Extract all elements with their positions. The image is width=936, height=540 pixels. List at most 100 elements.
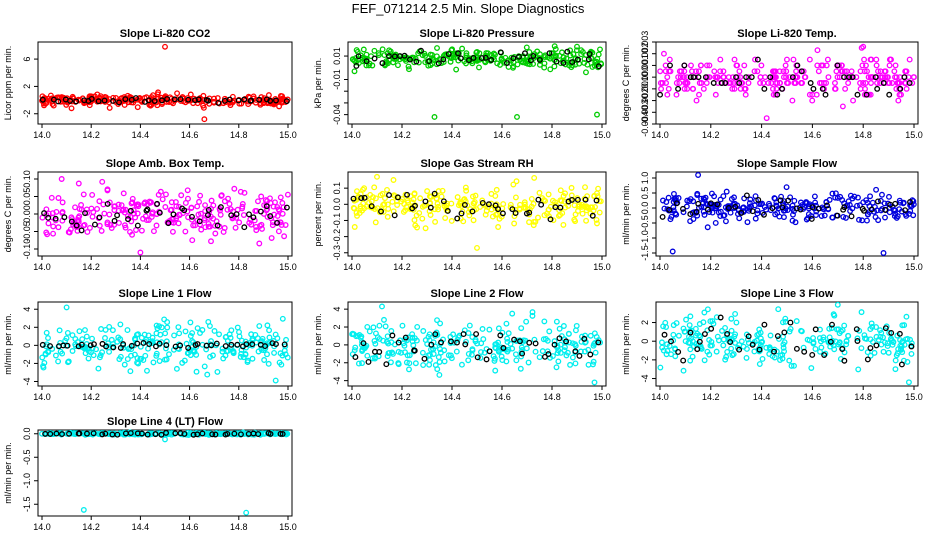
reference-point xyxy=(681,62,688,69)
data-point xyxy=(690,198,697,205)
data-point xyxy=(75,180,82,187)
reference-point xyxy=(586,51,593,57)
data-point xyxy=(798,80,805,86)
reference-point xyxy=(882,206,889,213)
reference-point xyxy=(702,74,709,81)
data-point xyxy=(770,91,777,98)
data-point xyxy=(860,80,867,86)
y-tick-label: -0.002 xyxy=(640,88,650,114)
data-point xyxy=(701,309,708,316)
reference-point xyxy=(440,198,447,205)
data-point xyxy=(760,80,767,86)
reference-point xyxy=(146,341,153,348)
data-point xyxy=(873,333,880,340)
data-point xyxy=(463,187,470,194)
data-point xyxy=(138,98,145,105)
reference-point xyxy=(194,341,201,347)
data-point xyxy=(249,355,256,362)
reference-point xyxy=(84,430,90,437)
reference-point xyxy=(569,196,575,203)
reference-point xyxy=(73,222,80,229)
data-point xyxy=(845,198,852,205)
data-point xyxy=(195,211,202,218)
data-point xyxy=(433,53,440,60)
reference-point xyxy=(535,196,542,203)
y-tick-label: 0.002 xyxy=(640,42,650,65)
reference-point xyxy=(798,68,805,75)
data-point xyxy=(127,368,134,375)
data-point xyxy=(435,206,441,213)
data-point xyxy=(441,358,448,365)
data-point xyxy=(208,197,215,204)
reference-point xyxy=(395,339,402,346)
data-point xyxy=(220,355,227,362)
reference-point xyxy=(704,206,711,213)
reference-point xyxy=(522,50,528,57)
reference-point xyxy=(226,96,233,103)
data-point xyxy=(410,196,417,203)
x-tick-label: 14.4 xyxy=(132,130,150,140)
data-point xyxy=(451,339,457,346)
data-point xyxy=(774,210,781,216)
data-point xyxy=(366,328,373,335)
data-point xyxy=(751,202,758,209)
data-point xyxy=(751,68,758,75)
reference-point xyxy=(352,354,359,361)
reference-point xyxy=(841,357,848,364)
data-point xyxy=(864,68,870,75)
reference-point xyxy=(164,96,171,102)
outlier-point xyxy=(80,506,87,513)
x-tick-label: 14.2 xyxy=(702,262,720,272)
data-point xyxy=(743,354,750,361)
data-point xyxy=(732,310,739,317)
data-point xyxy=(887,336,894,343)
data-point xyxy=(437,346,443,353)
data-point xyxy=(838,68,845,75)
y-axis-label: percent per min. xyxy=(313,181,323,246)
x-tick-label: 14.2 xyxy=(82,262,100,272)
data-point xyxy=(404,197,411,204)
data-point xyxy=(453,348,460,355)
data-point xyxy=(65,359,71,366)
data-point xyxy=(717,68,724,75)
data-point xyxy=(740,205,747,212)
data-point xyxy=(372,195,379,202)
x-tick-label: 15.0 xyxy=(905,392,923,402)
data-point xyxy=(372,330,379,337)
data-point xyxy=(148,199,154,206)
reference-point xyxy=(479,199,486,206)
data-point xyxy=(159,196,166,203)
data-point xyxy=(256,240,263,247)
data-point xyxy=(405,63,412,70)
data-point xyxy=(96,198,103,205)
data-point xyxy=(486,326,493,333)
data-point xyxy=(770,85,776,92)
data-point xyxy=(757,80,764,86)
outlier-point xyxy=(58,176,65,182)
data-point xyxy=(384,353,391,360)
reference-point xyxy=(486,348,493,355)
data-point xyxy=(406,352,413,359)
data-point xyxy=(121,209,128,216)
data-point xyxy=(476,64,482,71)
reference-point xyxy=(257,208,264,215)
y-tick-label: -1.5 xyxy=(640,245,650,261)
data-point xyxy=(193,368,200,375)
data-point xyxy=(120,190,127,197)
data-point xyxy=(893,85,900,92)
data-point xyxy=(831,346,838,353)
y-axis-label: ml/min per min. xyxy=(3,442,13,504)
reference-point xyxy=(465,57,472,64)
reference-point xyxy=(125,216,131,223)
data-point xyxy=(474,340,481,347)
reference-point xyxy=(269,340,276,347)
reference-point xyxy=(687,329,694,336)
data-point xyxy=(561,198,568,205)
data-point xyxy=(188,204,195,211)
reference-point xyxy=(87,342,94,349)
data-point xyxy=(251,217,258,224)
data-point xyxy=(665,194,672,201)
data-point xyxy=(360,186,366,193)
data-point xyxy=(488,190,495,197)
reference-point xyxy=(839,346,846,352)
